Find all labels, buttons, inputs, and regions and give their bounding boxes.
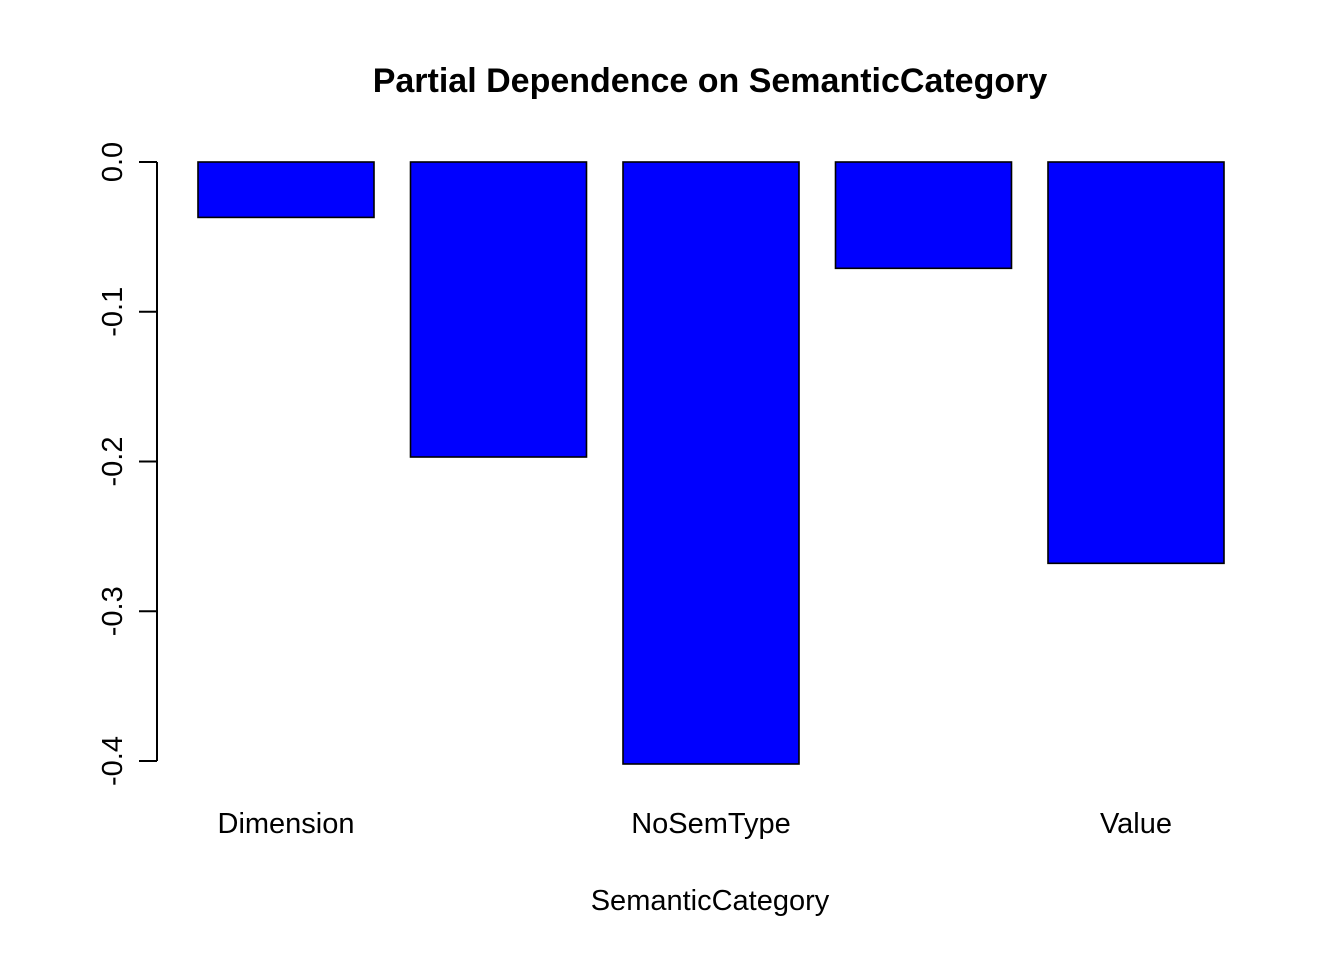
x-tick-label: Dimension (218, 808, 355, 840)
bars-layer (197, 161, 1225, 765)
bar-4 (834, 161, 1013, 270)
bar-2 (409, 161, 588, 458)
chart-title: Partial Dependence on SemanticCategory (373, 62, 1048, 100)
bar-1 (197, 161, 375, 219)
bar-3 (622, 161, 800, 765)
bar-5 (1047, 161, 1225, 565)
y-tick-label: -0.2 (97, 437, 129, 487)
y-tick-label: -0.4 (97, 736, 129, 786)
y-tick-label: -0.3 (97, 586, 129, 636)
x-tick-label: NoSemType (631, 808, 791, 840)
y-axis: 0.0 -0.1 -0.2 -0.3 -0.4 (97, 142, 158, 786)
x-tick-label: Value (1100, 808, 1172, 840)
y-tick-label: -0.1 (97, 287, 129, 337)
x-axis-labels: Dimension NoSemType Value (218, 808, 1173, 840)
x-axis-title: SemanticCategory (591, 885, 830, 917)
y-tick-label: 0.0 (97, 142, 129, 182)
